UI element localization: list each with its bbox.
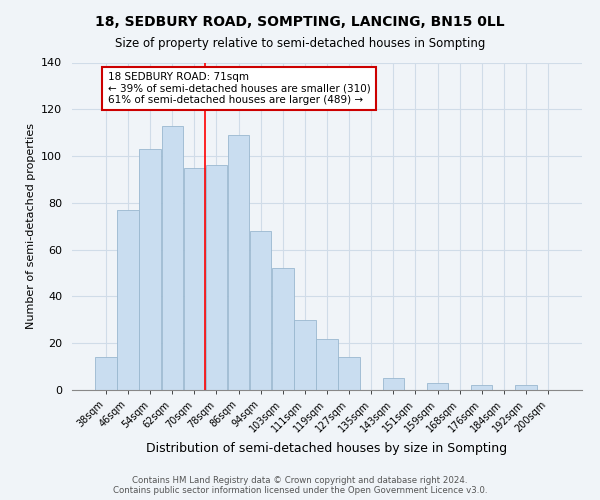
Bar — [139, 149, 161, 390]
Bar — [383, 378, 404, 390]
Bar — [294, 320, 316, 390]
Bar — [250, 231, 271, 390]
Bar — [228, 135, 249, 390]
Bar — [161, 126, 183, 390]
Bar — [95, 357, 116, 390]
X-axis label: Distribution of semi-detached houses by size in Sompting: Distribution of semi-detached houses by … — [146, 442, 508, 456]
Bar — [206, 166, 227, 390]
Bar — [338, 357, 360, 390]
Y-axis label: Number of semi-detached properties: Number of semi-detached properties — [26, 123, 35, 329]
Text: 18 SEDBURY ROAD: 71sqm
← 39% of semi-detached houses are smaller (310)
61% of se: 18 SEDBURY ROAD: 71sqm ← 39% of semi-det… — [107, 72, 370, 105]
Bar — [515, 386, 537, 390]
Text: Size of property relative to semi-detached houses in Sompting: Size of property relative to semi-detach… — [115, 38, 485, 51]
Text: 18, SEDBURY ROAD, SOMPTING, LANCING, BN15 0LL: 18, SEDBURY ROAD, SOMPTING, LANCING, BN1… — [95, 15, 505, 29]
Bar — [184, 168, 205, 390]
Bar — [316, 338, 338, 390]
Bar — [117, 210, 139, 390]
Bar — [272, 268, 293, 390]
Text: Contains HM Land Registry data © Crown copyright and database right 2024.
Contai: Contains HM Land Registry data © Crown c… — [113, 476, 487, 495]
Bar — [427, 383, 448, 390]
Bar — [471, 386, 493, 390]
